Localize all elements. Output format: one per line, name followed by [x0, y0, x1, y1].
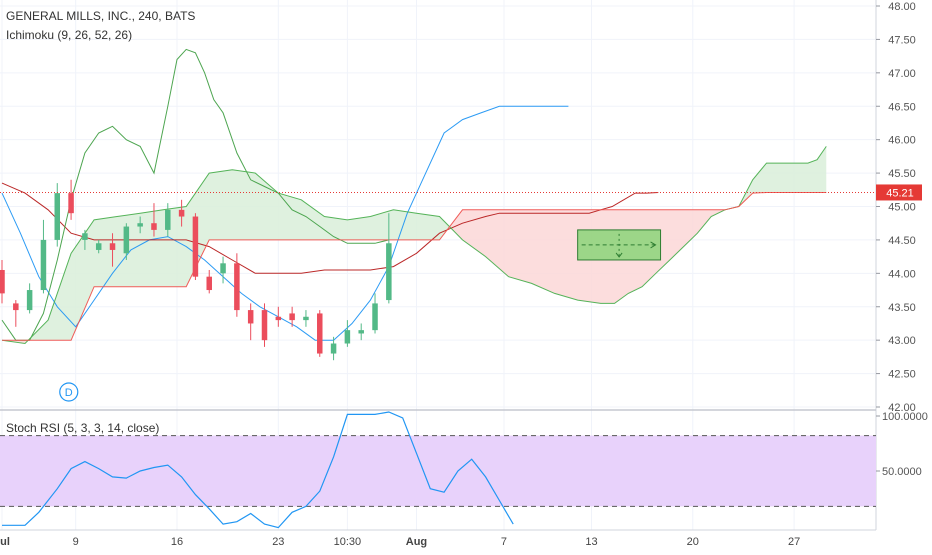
candle-body: [0, 270, 5, 293]
time-tick-label[interactable]: 27: [788, 536, 800, 548]
bearish-candle[interactable]: [234, 253, 240, 316]
time-tick-label[interactable]: Aug: [406, 536, 427, 548]
time-tick-label[interactable]: 7: [501, 536, 507, 548]
dividend-marker[interactable]: D: [60, 383, 78, 401]
time-tick-label[interactable]: 20: [687, 536, 699, 548]
candle-body: [206, 277, 212, 290]
price-tick-label: 46.00: [888, 135, 916, 147]
candle-body: [358, 330, 364, 333]
candle-body: [13, 303, 18, 310]
stoch-tick-label: 100.0000: [882, 411, 928, 423]
candle-body: [345, 330, 351, 343]
candle-body: [137, 223, 143, 226]
price-tick-label: 42.50: [888, 369, 916, 381]
candle-body: [220, 263, 226, 273]
price-tick-label: 43.50: [888, 302, 916, 314]
bullish-candle[interactable]: [358, 323, 364, 340]
bearish-candle[interactable]: [68, 180, 74, 220]
bullish-candle[interactable]: [303, 310, 309, 327]
time-tick-label[interactable]: 13: [585, 536, 597, 548]
candle-body: [179, 210, 185, 217]
stoch-tick-label: 50.0000: [882, 466, 922, 478]
candle-body: [55, 193, 61, 240]
bearish-candle[interactable]: [276, 307, 282, 327]
stoch-band-fill: [0, 436, 876, 507]
price-tick-label: 44.00: [888, 268, 916, 280]
price-tick-label: 47.50: [888, 34, 916, 46]
candle-body: [317, 313, 323, 353]
ichimoku-legend[interactable]: Ichimoku (9, 26, 52, 26): [6, 28, 132, 42]
time-axis[interactable]: Jul 9 16 23 10:30 Aug 7 13 20 27: [0, 530, 932, 550]
candle-body: [248, 310, 254, 323]
time-tick-label[interactable]: 16: [171, 536, 183, 548]
candle-body: [193, 217, 199, 277]
price-tick-label: 45.50: [888, 168, 916, 180]
time-tick-label[interactable]: Jul: [0, 536, 10, 548]
last-price-tag[interactable]: 45.21: [876, 184, 922, 200]
bullish-candle[interactable]: [345, 320, 351, 347]
bearish-candle[interactable]: [0, 260, 5, 303]
candle-body: [303, 317, 309, 320]
bearish-candle[interactable]: [13, 300, 18, 327]
candle-body: [234, 263, 240, 310]
time-tick-label[interactable]: 9: [73, 536, 79, 548]
bearish-candle[interactable]: [248, 303, 254, 340]
ichimoku-lines: [2, 49, 826, 343]
bullish-candle[interactable]: [372, 293, 378, 333]
candle-body: [110, 243, 116, 250]
candle-body: [276, 317, 282, 320]
price-tick-label: 45.00: [888, 202, 916, 214]
last-price-tag-label: 45.21: [886, 187, 914, 199]
bullish-candle[interactable]: [220, 257, 226, 284]
bullish-candle[interactable]: [27, 283, 32, 313]
candle-body: [386, 243, 392, 300]
candle-body: [151, 223, 157, 230]
candle-body: [372, 303, 378, 330]
projection-box[interactable]: [578, 230, 661, 260]
candle-body: [124, 227, 130, 254]
bearish-candle[interactable]: [317, 310, 323, 357]
price-tick-label: 43.00: [888, 335, 916, 347]
bearish-candle[interactable]: [193, 213, 199, 280]
price-tick-label: 47.00: [888, 68, 916, 80]
candle-body: [165, 210, 171, 230]
price-tick-label: 48.00: [888, 1, 916, 13]
time-tick-label[interactable]: 10:30: [334, 536, 362, 548]
time-tick-label[interactable]: 23: [272, 536, 284, 548]
bullish-candle[interactable]: [41, 220, 47, 294]
stoch-rsi-legend[interactable]: Stoch RSI (5, 3, 3, 14, close): [6, 421, 159, 435]
candle-body: [27, 290, 32, 310]
price-tick-label: 46.50: [888, 101, 916, 113]
candle-body: [262, 310, 268, 340]
bullish-cloud: [725, 146, 826, 209]
candle-body: [68, 193, 74, 213]
candle-body: [289, 313, 295, 320]
candle-body: [82, 233, 88, 240]
dividend-marker-label: D: [65, 387, 73, 399]
candle-body: [96, 243, 102, 250]
price-tick-label: 44.50: [888, 235, 916, 247]
candle-body: [331, 344, 337, 354]
symbol-title[interactable]: GENERAL MILLS, INC., 240, BATS: [6, 9, 195, 23]
candle-body: [41, 240, 47, 290]
